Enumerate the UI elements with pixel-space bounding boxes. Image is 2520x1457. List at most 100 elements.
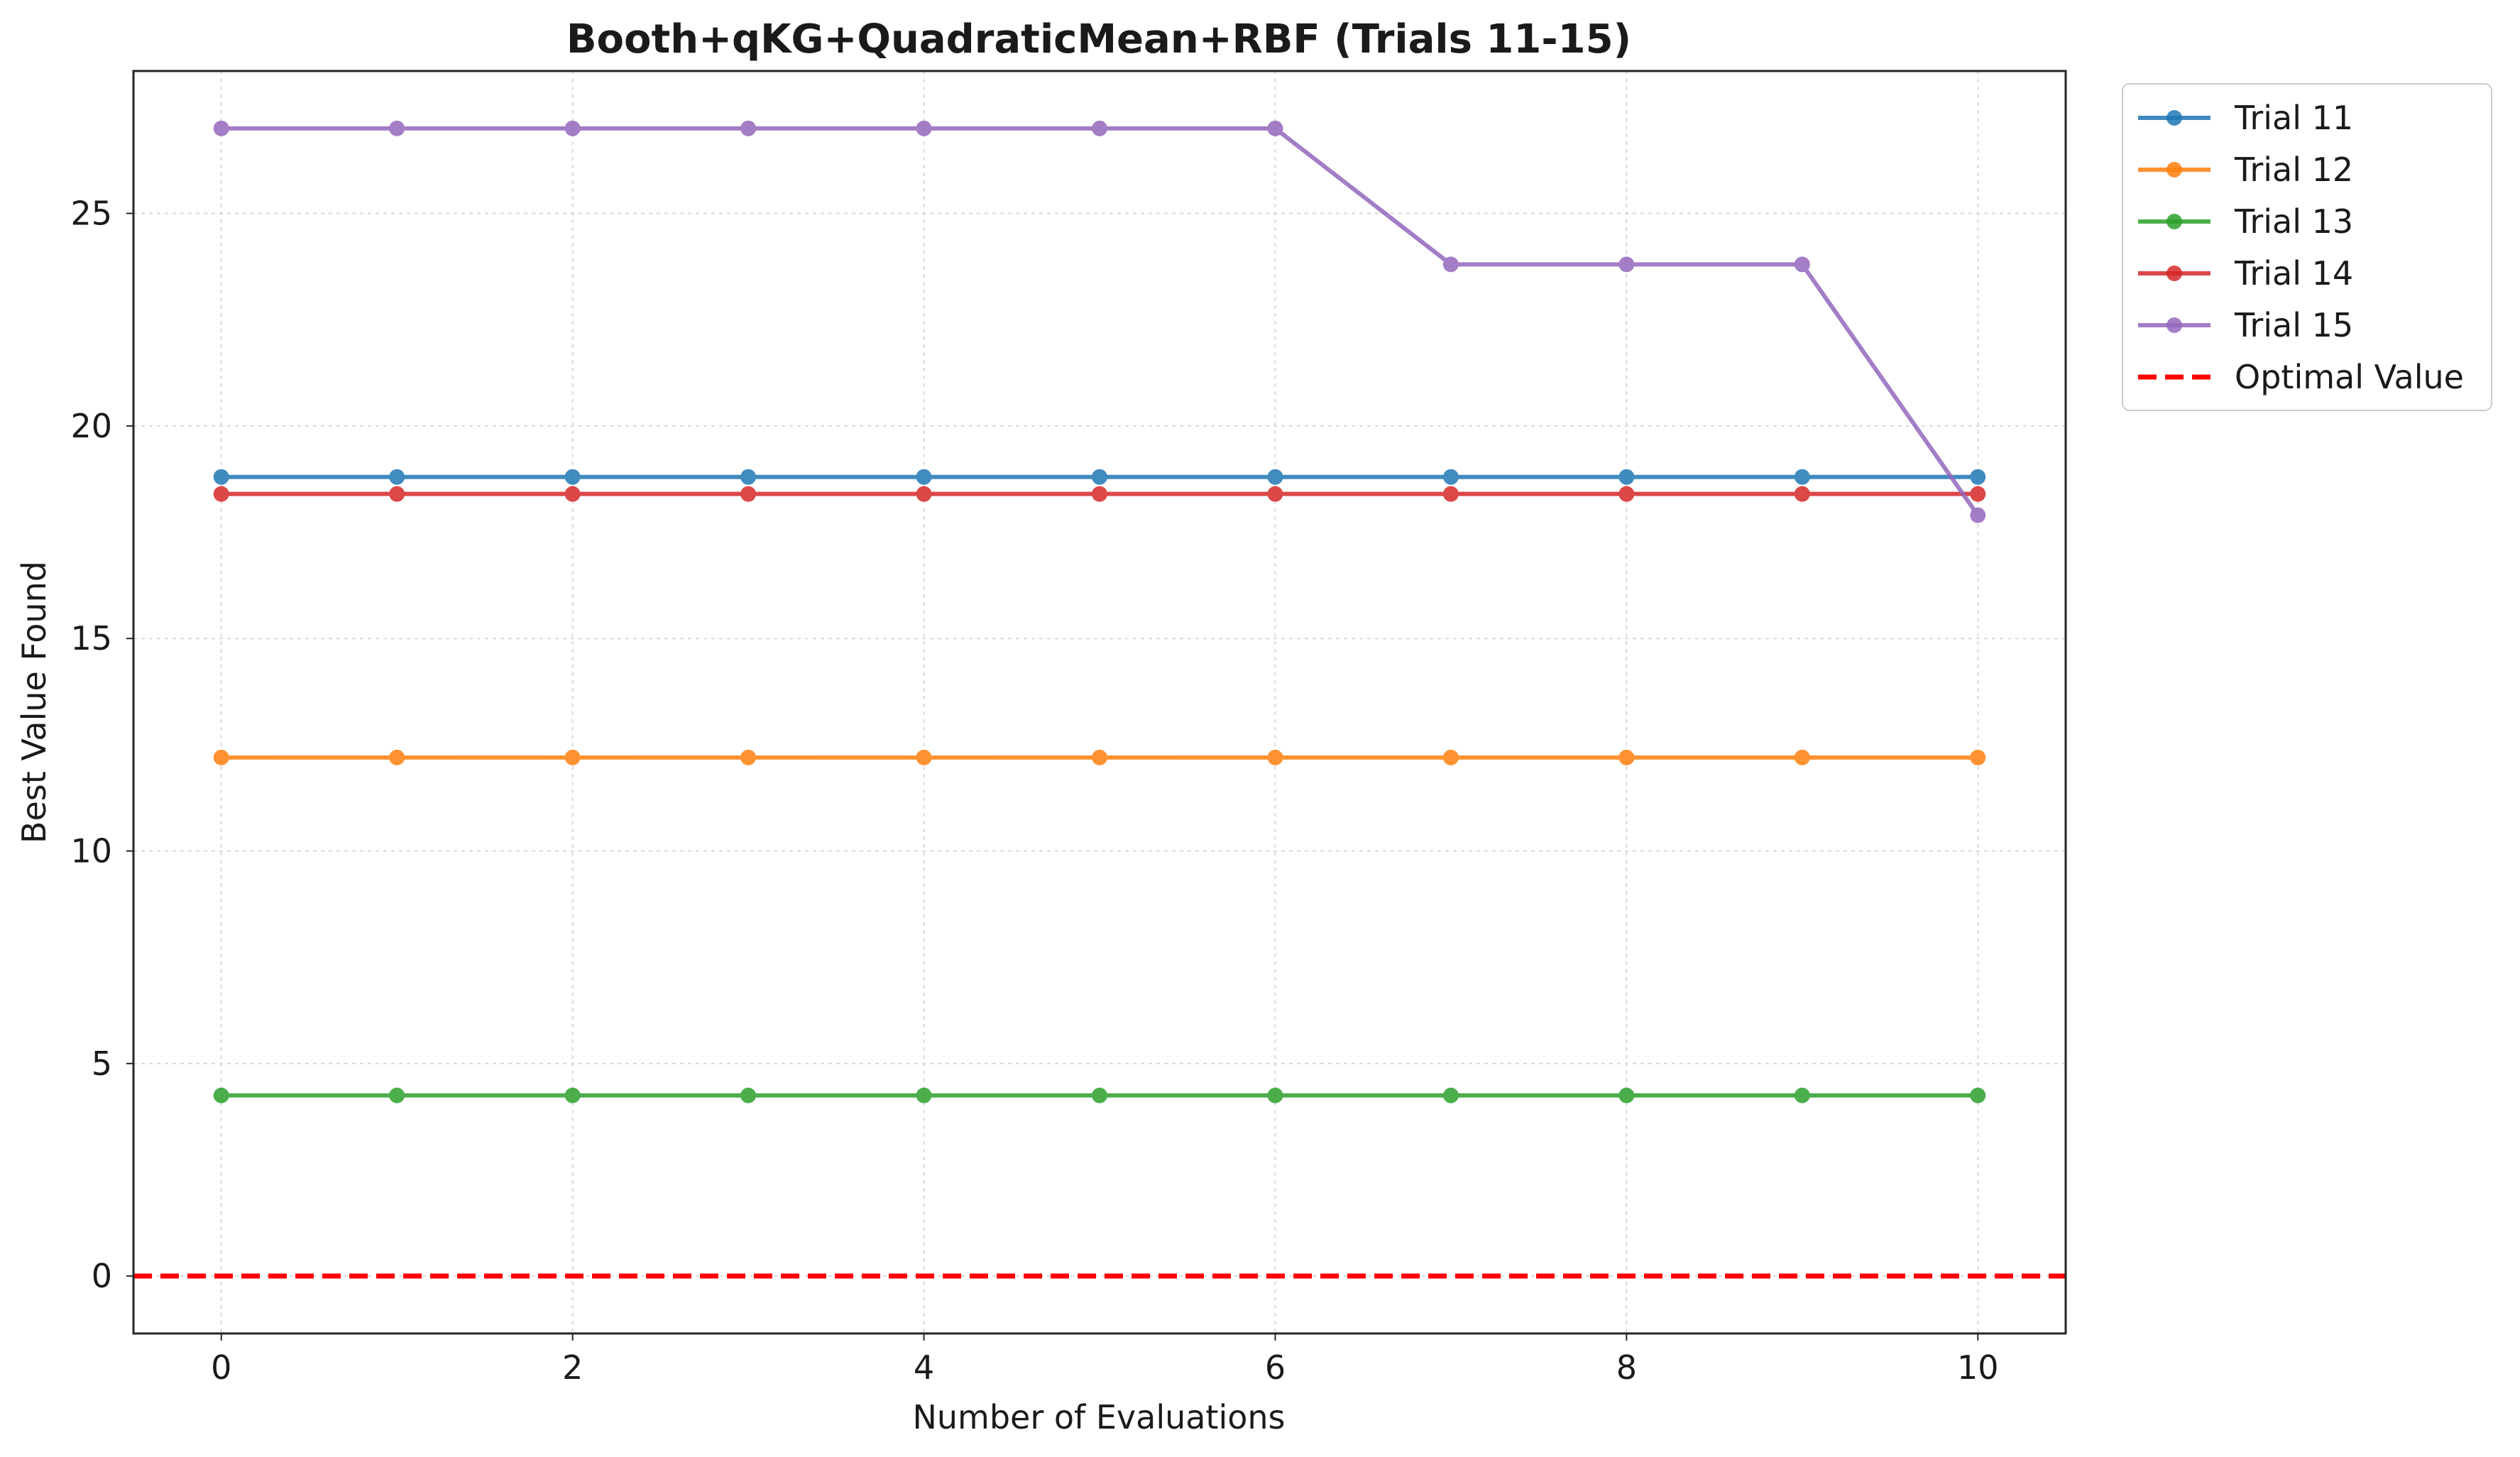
data-point (1092, 1087, 1107, 1103)
x-tick-label: 8 (1616, 1348, 1637, 1387)
data-point (1618, 469, 1635, 485)
series-trial-13 (213, 1087, 1986, 1103)
plot-frame (132, 70, 2067, 1335)
x-tick-label: 6 (1265, 1348, 1286, 1387)
legend-frame (2122, 83, 2492, 411)
data-point (1267, 1087, 1283, 1103)
grid (133, 71, 2066, 1333)
legend-label: Trial 15 (2234, 306, 2353, 344)
y-tick-label: 5 (92, 1044, 112, 1083)
y-tick-label: 10 (70, 832, 112, 871)
legend-swatch-marker (2166, 162, 2182, 178)
legend-item: Trial 15 (2138, 306, 2353, 344)
data-point (916, 486, 932, 502)
y-tick-label: 0 (92, 1257, 112, 1295)
data-point (564, 749, 581, 765)
data-point (916, 749, 932, 765)
data-point (740, 486, 757, 502)
legend-label: Trial 13 (2234, 202, 2353, 241)
data-point (1618, 749, 1635, 765)
legend-label: Trial 14 (2234, 254, 2353, 293)
data-point (1794, 469, 1810, 485)
data-point (1970, 1087, 1986, 1103)
y-tick-label: 20 (70, 407, 112, 445)
data-point (389, 749, 405, 765)
data-point (1970, 469, 1986, 485)
data-point (213, 749, 229, 765)
legend-item: Trial 13 (2138, 202, 2353, 241)
legend-item: Trial 14 (2138, 254, 2353, 293)
data-point (213, 1087, 229, 1103)
series-trial-15 (213, 120, 1986, 523)
series-trial-11 (213, 469, 1986, 485)
data-point (1618, 486, 1635, 502)
data-point (916, 469, 932, 485)
legend-label: Optimal Value (2235, 358, 2464, 396)
legend-item: Trial 11 (2138, 99, 2353, 137)
data-point (564, 1087, 581, 1103)
data-point (389, 120, 405, 136)
data-point (1618, 256, 1635, 273)
data-point (213, 486, 229, 502)
data-point (1442, 749, 1459, 765)
legend-swatch-marker (2166, 110, 2182, 126)
data-point (389, 469, 405, 485)
legend-item: Optimal Value (2138, 358, 2464, 396)
data-point (1970, 507, 1986, 523)
data-point (740, 120, 757, 136)
data-point (1092, 120, 1107, 136)
series-layer (213, 120, 1986, 1103)
data-point (213, 469, 229, 485)
data-point (1092, 469, 1107, 485)
data-point (1970, 486, 1986, 502)
legend-label: Trial 11 (2234, 99, 2353, 137)
data-point (564, 120, 581, 136)
data-point (916, 1087, 932, 1103)
data-point (1970, 749, 1986, 765)
legend-item: Trial 12 (2138, 151, 2353, 189)
data-point (1794, 749, 1810, 765)
y-axis-label: Best Value Found (15, 561, 53, 844)
data-point (1267, 749, 1283, 765)
data-point (1267, 469, 1283, 485)
x-tick-label: 10 (1957, 1348, 1999, 1387)
series-trial-14 (213, 486, 1986, 502)
legend-swatch-marker (2166, 317, 2182, 333)
data-point (740, 749, 757, 765)
x-tick-label: 4 (914, 1348, 934, 1387)
chart-title: Booth+qKG+QuadraticMean+RBF (Trials 11-1… (566, 16, 1631, 62)
data-point (1092, 486, 1107, 502)
data-point (389, 486, 405, 502)
data-point (1267, 486, 1283, 502)
legend-label: Trial 12 (2234, 151, 2353, 189)
legend-swatch-marker (2166, 266, 2182, 281)
data-point (740, 469, 757, 485)
y-tick-label: 25 (70, 195, 112, 233)
axis-ticks: 0 2 4 6 8 10 0 5 10 15 20 25 (70, 195, 1998, 1387)
data-point (1442, 1087, 1459, 1103)
data-point (1794, 486, 1810, 502)
data-point (916, 120, 932, 136)
data-point (213, 120, 229, 136)
data-point (1442, 486, 1459, 502)
legend: Trial 11 Trial 12 Trial 13 Trial 14 Trial 15… (2122, 83, 2492, 411)
data-point (1442, 256, 1459, 273)
data-point (389, 1087, 405, 1103)
x-axis-label: Number of Evaluations (912, 1398, 1285, 1436)
data-point (740, 1087, 757, 1103)
data-point (1618, 1087, 1635, 1103)
data-point (564, 469, 581, 485)
x-tick-label: 0 (211, 1348, 231, 1387)
y-tick-label: 15 (70, 619, 112, 657)
x-tick-label: 2 (562, 1348, 583, 1387)
data-point (1794, 1087, 1810, 1103)
data-point (1442, 469, 1459, 485)
series-trial-12 (213, 749, 1986, 765)
legend-swatch-marker (2166, 214, 2182, 229)
data-point (1794, 256, 1810, 273)
data-point (564, 486, 581, 502)
data-point (1267, 120, 1283, 136)
